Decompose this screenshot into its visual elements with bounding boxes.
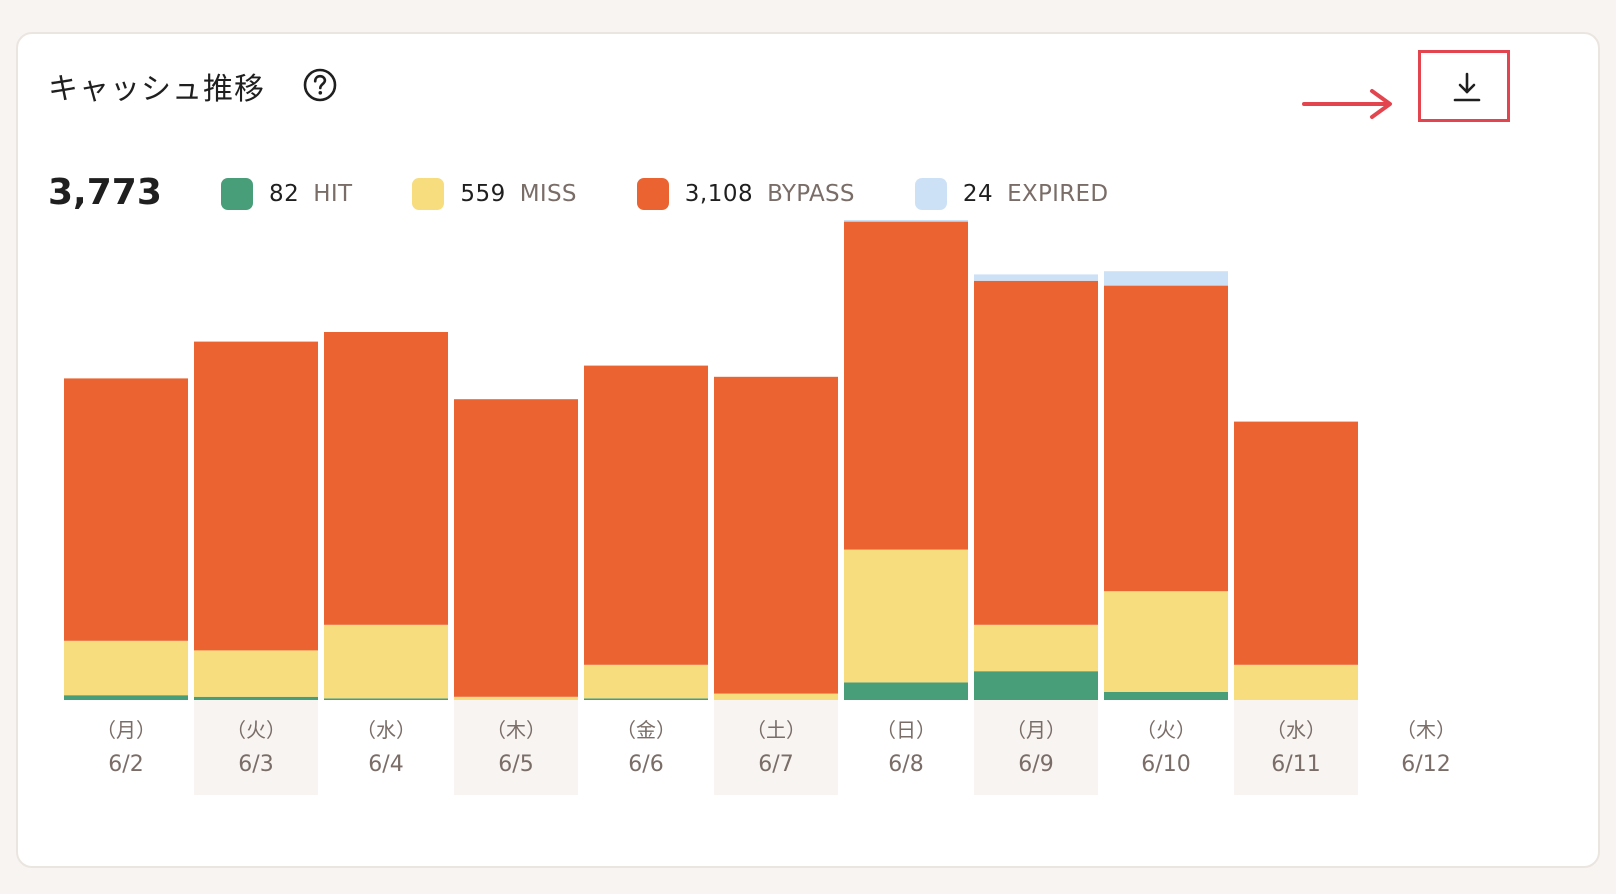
bar-segment-miss xyxy=(844,549,968,683)
legend-swatch-expired xyxy=(914,178,947,210)
label-column-background xyxy=(1234,700,1358,795)
bar-segment-miss xyxy=(1104,591,1228,692)
bar-segment-hit xyxy=(64,695,188,700)
legend-label-bypass: BYPASS xyxy=(767,181,855,207)
bar-segment-hit xyxy=(844,682,968,700)
bar-segment-hit xyxy=(584,698,708,700)
bar-segment-hit xyxy=(324,698,448,700)
bar-segment-bypass xyxy=(194,341,318,651)
legend-count-expired: 24 xyxy=(962,181,994,207)
bar-segment-hit xyxy=(194,696,318,700)
annotation-arrow xyxy=(1302,89,1392,119)
x-tick-date: 6/11 xyxy=(1271,752,1320,777)
bar-segment-expired xyxy=(1104,271,1228,286)
bar-segment-bypass xyxy=(584,365,708,665)
bar-segment-bypass xyxy=(64,378,188,641)
download-icon xyxy=(1453,72,1481,102)
x-tick-weekday: （木） xyxy=(486,718,546,742)
label-column-background xyxy=(974,700,1098,795)
x-tick-weekday: （金） xyxy=(616,718,676,742)
bar-segment-miss xyxy=(454,696,578,700)
x-tick-date: 6/12 xyxy=(1401,752,1450,777)
label-column-background xyxy=(714,700,838,795)
legend-count-bypass: 3,108 xyxy=(684,181,754,207)
x-tick-date: 6/3 xyxy=(238,752,273,777)
x-tick-weekday: （木） xyxy=(1396,718,1456,742)
bar-segment-bypass xyxy=(1104,285,1228,592)
legend-label-hit: HIT xyxy=(313,181,353,207)
x-tick-date: 6/8 xyxy=(888,752,923,777)
question-circle-icon[interactable] xyxy=(302,67,338,103)
legend-label-miss: MISS xyxy=(519,181,577,207)
x-tick-date: 6/4 xyxy=(368,752,403,777)
legend-item-expired: 24 EXPIRED xyxy=(914,178,1109,210)
legend-swatch-bypass xyxy=(636,178,669,210)
x-tick-date: 6/9 xyxy=(1018,752,1053,777)
bar-segment-expired xyxy=(974,274,1098,281)
bar-segment-miss xyxy=(974,624,1098,672)
bar-segment-miss xyxy=(194,650,318,697)
download-button[interactable] xyxy=(1418,50,1510,122)
x-tick-weekday: （水） xyxy=(356,718,416,742)
bar-segment-bypass xyxy=(714,376,838,694)
legend-label-expired: EXPIRED xyxy=(1007,181,1109,207)
bar-segment-bypass xyxy=(324,332,448,625)
label-column-background xyxy=(454,700,578,795)
x-tick-weekday: （火） xyxy=(1136,718,1196,742)
legend-item-miss: 559 MISS xyxy=(412,178,576,210)
total-count: 3,773 xyxy=(48,172,162,213)
bar-segment-bypass xyxy=(974,280,1098,625)
x-tick-weekday: （水） xyxy=(1266,718,1326,742)
x-tick-date: 6/7 xyxy=(758,752,793,777)
x-tick-date: 6/2 xyxy=(108,752,143,777)
bar-segment-miss xyxy=(1234,664,1358,700)
bar-segment-hit xyxy=(974,671,1098,700)
legend-count-hit: 82 xyxy=(269,181,300,207)
legend-count-miss: 559 xyxy=(460,181,506,207)
label-column-background xyxy=(194,700,318,795)
x-tick-weekday: （月） xyxy=(96,718,156,742)
bar-segment-bypass xyxy=(1234,421,1358,665)
bar-segment-miss xyxy=(584,664,708,699)
bar-segment-bypass xyxy=(454,399,578,697)
bar-segment-hit xyxy=(1104,692,1228,700)
x-tick-weekday: （日） xyxy=(876,718,936,742)
legend-swatch-hit xyxy=(221,178,253,210)
legend-item-bypass: 3,108 BYPASS xyxy=(636,178,855,210)
x-tick-date: 6/10 xyxy=(1141,752,1190,777)
x-tick-date: 6/6 xyxy=(628,752,663,777)
bar-segment-miss xyxy=(324,624,448,699)
x-tick-date: 6/5 xyxy=(498,752,533,777)
bar-segment-miss xyxy=(714,693,838,700)
legend-item-hit: 82 HIT xyxy=(221,178,352,210)
bar-segment-expired xyxy=(844,220,968,222)
x-tick-weekday: （月） xyxy=(1006,718,1066,742)
legend-swatch-miss xyxy=(412,178,445,210)
bar-segment-bypass xyxy=(844,221,968,550)
x-tick-weekday: （火） xyxy=(226,718,286,742)
bar-segment-miss xyxy=(64,640,188,696)
chart-title: キャッシュ推移 xyxy=(48,72,265,107)
x-tick-weekday: （土） xyxy=(746,718,806,742)
legend: 82 HIT 559 MISS 3,108 BYPASS 24 EXPIRED xyxy=(221,178,1168,210)
